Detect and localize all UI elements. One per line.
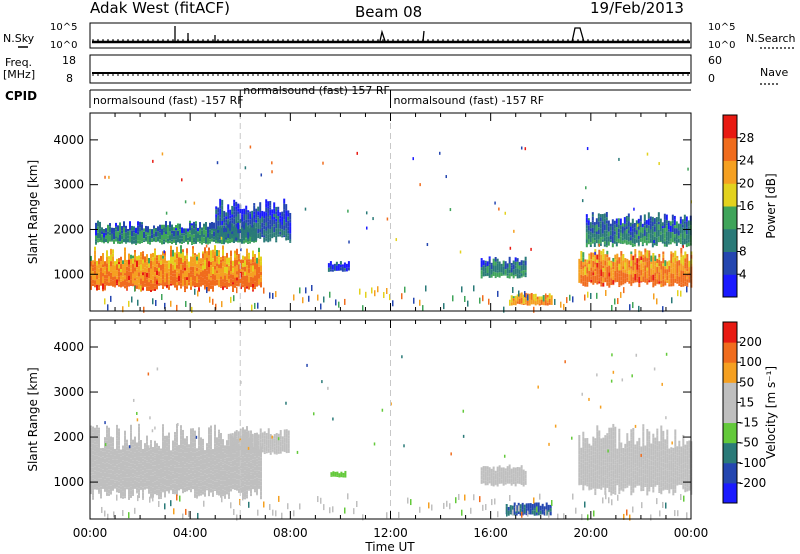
colorbar-swatch <box>723 402 737 424</box>
x-axis-label: Time UT <box>364 540 415 554</box>
colorbar-swatch <box>723 322 737 343</box>
colorbar-swatch <box>723 422 737 444</box>
data-region <box>505 502 552 516</box>
data-region <box>90 245 262 293</box>
cpid-label: CPID <box>5 89 37 103</box>
x-tick-label: 12:00 <box>373 526 408 540</box>
colorbar-swatch <box>723 251 737 275</box>
velocity-panel: 00:00 04:00 08:00 12:00 16:00 20:00 00:00 1000 2… <box>26 319 778 540</box>
data-region <box>90 423 262 500</box>
cpid-segment-label: normalsound (fast) -157 RF <box>93 94 244 107</box>
nave-label: Nave <box>760 66 788 79</box>
data-region <box>330 470 347 478</box>
colorbar-tick-label: 28 <box>739 131 754 145</box>
y-tick-label: 4000 <box>53 133 84 147</box>
x-tick-label: 08:00 <box>273 526 308 540</box>
colorbar-tick-label: -15 <box>739 416 759 430</box>
colorbar-tick-label: 12 <box>739 222 754 236</box>
freq-left-tick-bottom: 8 <box>66 72 73 85</box>
data-region <box>227 428 290 455</box>
data-region <box>480 464 527 487</box>
colorbar-swatch <box>723 442 737 464</box>
colorbar-label: Velocity [m s⁻¹] <box>764 366 778 459</box>
freq-right-tick-top: 60 <box>708 54 722 67</box>
noise-panel <box>89 22 692 49</box>
colorbar-swatch <box>723 462 737 484</box>
noise-right-tick-bottom: 10^0 <box>708 40 735 51</box>
colorbar-tick-label: 15 <box>739 395 754 409</box>
x-tick-label: 00:00 <box>674 526 709 540</box>
colorbar-tick-label: 24 <box>739 154 754 168</box>
cpid-segment-label: normalsound (fast) 157 RF <box>243 84 390 97</box>
y-tick-label: 4000 <box>53 340 84 354</box>
y-tick-label: 1000 <box>53 267 84 281</box>
colorbar-tick-label: 200 <box>739 335 762 349</box>
x-tick-label: 00:00 <box>73 526 108 540</box>
data-region <box>480 256 527 279</box>
y-axis-label: Slant Range [km] <box>26 367 40 471</box>
colorbar-tick-label: 20 <box>739 176 754 190</box>
nsky-label: N.Sky <box>3 32 35 45</box>
colorbar-swatch <box>723 183 737 207</box>
y-tick-label: 3000 <box>53 385 84 399</box>
freq-unit-label: [MHz] <box>3 68 35 81</box>
data-region <box>327 261 350 272</box>
power-panel: 1000 2000 3000 4000 Slant Range [km] 4 8 12 16 20… <box>26 112 778 313</box>
colorbar-tick-label: 8 <box>739 245 747 259</box>
freq-left-tick-top: 18 <box>62 54 76 67</box>
y-tick-label: 1000 <box>53 475 84 489</box>
colorbar-swatch <box>723 362 737 383</box>
freq-label: Freq. <box>5 56 32 69</box>
y-tick-label: 2000 <box>53 222 84 236</box>
ground-scatter <box>101 352 688 521</box>
colorbar-tick-label: 100 <box>739 355 762 369</box>
colorbar-swatch <box>723 482 737 504</box>
colorbar-tick-label: -50 <box>739 436 759 450</box>
nsearch-label: N.Search <box>746 32 796 45</box>
y-tick-label: 2000 <box>53 430 84 444</box>
data-region <box>578 247 693 288</box>
colorbar-tick-label: -100 <box>739 456 766 470</box>
colorbar-swatch <box>723 115 737 139</box>
colorbar-swatch <box>723 228 737 252</box>
data-cells <box>90 198 693 306</box>
ground-scatter <box>100 145 692 313</box>
noise-right-tick-top: 10^5 <box>708 22 735 33</box>
colorbar-swatch <box>723 206 737 230</box>
colorbar-swatch <box>723 342 737 363</box>
colorbar-label: Power [dB] <box>764 173 778 238</box>
colorbar-swatch <box>723 382 737 403</box>
x-tick-label: 16:00 <box>473 526 508 540</box>
beam-title: Beam 08 <box>355 3 422 21</box>
noise-left-tick-bottom: 10^0 <box>50 40 77 51</box>
colorbar-swatch <box>723 160 737 184</box>
data-region <box>578 423 693 496</box>
cpid-segment-label: normalsound (fast) -157 RF <box>394 94 545 107</box>
colorbar-swatch <box>723 274 737 298</box>
colorbar-tick-label: 4 <box>739 267 747 281</box>
freq-right-tick-bottom: 0 <box>708 72 715 85</box>
colorbar-tick-label: -200 <box>739 476 766 490</box>
station-title: Adak West (fitACF) <box>90 0 230 17</box>
x-tick-label: 20:00 <box>574 526 609 540</box>
colorbar-swatch <box>723 137 737 161</box>
x-tick-label: 04:00 <box>173 526 208 540</box>
y-tick-label: 3000 <box>53 178 84 192</box>
data-region <box>215 198 292 243</box>
freq-panel <box>89 54 692 84</box>
data-cells <box>90 423 693 516</box>
date-title: 19/Feb/2013 <box>590 0 684 17</box>
y-axis-label: Slant Range [km] <box>26 160 40 264</box>
noise-left-tick-top: 10^5 <box>50 22 77 33</box>
colorbar-tick-label: 50 <box>739 375 754 389</box>
colorbar-tick-label: 16 <box>739 199 754 213</box>
